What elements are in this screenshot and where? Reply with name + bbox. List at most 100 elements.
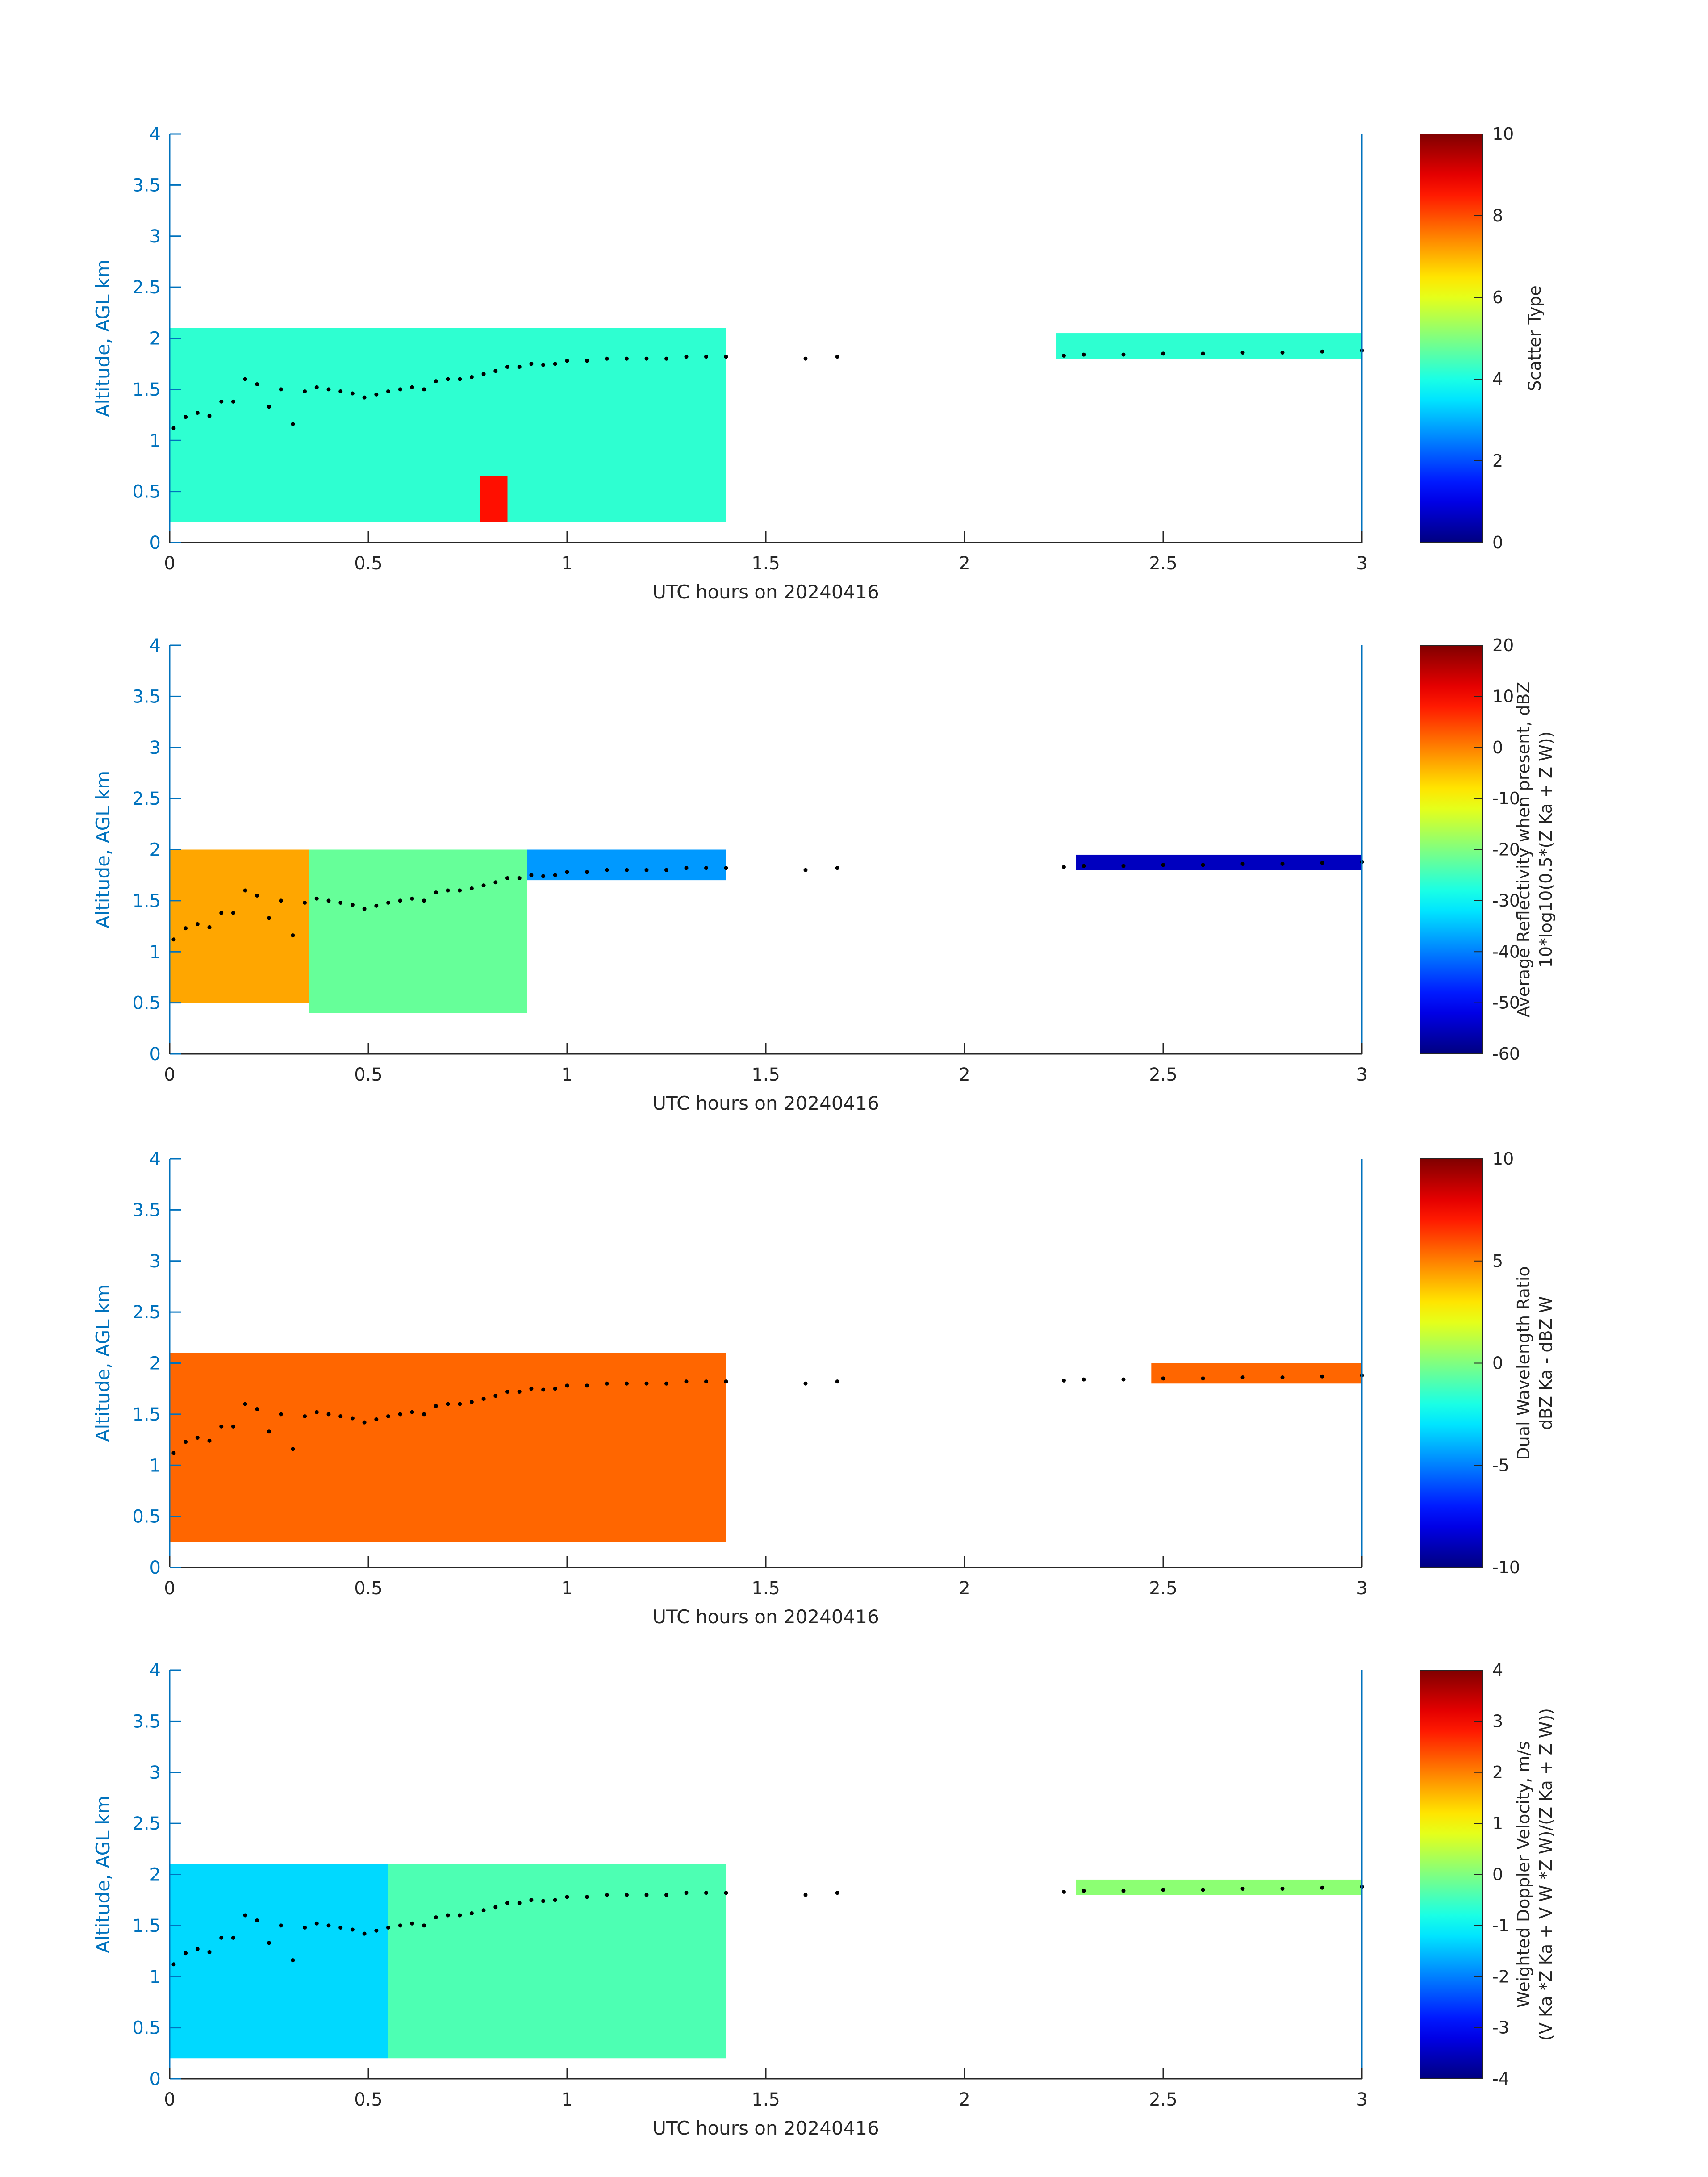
cloud-top-point [458, 1913, 462, 1918]
colorbar-tick-label: 4 [1492, 369, 1503, 389]
cloud-top-point [1121, 1889, 1126, 1893]
panel-4: 0 0.5 1 1.5 2 2.5 3 3.5 4 0 0.5 1 1.5 2 2.5 3 UTC hours … [92, 1660, 1556, 2139]
y-tick-label: 0.5 [132, 993, 161, 1014]
cloud-top-point [684, 866, 689, 870]
cloud-top-point [291, 422, 295, 426]
x-tick-label: 3 [1356, 1578, 1367, 1599]
colorbar-tick-label: 3 [1492, 1711, 1503, 1731]
cloud-top-point [803, 356, 808, 361]
panel-3: 0 0.5 1 1.5 2 2.5 3 3.5 4 0 0.5 1 1.5 2 2.5 3 UTC hours … [92, 1149, 1556, 1628]
colorbar-tick-label: 4 [1492, 1660, 1503, 1680]
data-region [170, 1864, 388, 2059]
y-tick-label: 1 [150, 942, 161, 962]
cloud-top-point [326, 387, 331, 392]
cloud-top-point [446, 377, 450, 381]
cloud-top-point [362, 907, 367, 911]
colorbar [1420, 1670, 1483, 2079]
cloud-top-point [529, 873, 534, 877]
cloud-top-point [410, 1410, 414, 1414]
cloud-top-point [386, 1414, 390, 1418]
cloud-top-point [219, 911, 224, 915]
cloud-top-point [625, 356, 629, 361]
cloud-top-point [585, 359, 589, 363]
cloud-top-point [326, 1923, 331, 1928]
cloud-top-point [255, 893, 259, 898]
y-tick-label: 3 [150, 1251, 161, 1272]
cloud-top-point [291, 1958, 295, 1963]
cloud-top-point [664, 1893, 668, 1897]
y-axis-label: Altitude, AGL km [92, 259, 114, 417]
y-tick-label: 1 [150, 430, 161, 451]
cloud-top-point [398, 387, 402, 392]
y-tick-label: 1.5 [132, 1916, 161, 1936]
data-region [1076, 1879, 1362, 1895]
cloud-top-point [1082, 1889, 1086, 1893]
cloud-top-point [1062, 1889, 1066, 1894]
colorbar-tick-label: 10 [1492, 1149, 1514, 1169]
x-tick-label: 2.5 [1149, 2089, 1178, 2110]
cloud-top-point [505, 1901, 509, 1905]
data-region [480, 476, 508, 522]
cloud-top-point [541, 1387, 546, 1392]
cloud-top-point [529, 1898, 534, 1902]
cloud-top-point [481, 883, 486, 888]
colorbar-tick-label: -10 [1492, 1558, 1520, 1577]
cloud-top-point [585, 870, 589, 874]
cloud-top-point [585, 1383, 589, 1388]
cloud-top-point [410, 896, 414, 901]
cloud-top-point [553, 1898, 557, 1902]
cloud-top-point [1240, 351, 1245, 355]
x-tick-label: 2 [959, 553, 970, 574]
cloud-top-point [350, 391, 355, 396]
cloud-top-point [1320, 1885, 1324, 1890]
cloud-top-point [184, 926, 188, 931]
y-tick-label: 3 [150, 1763, 161, 1783]
x-tick-label: 0 [164, 1578, 175, 1599]
colorbar-label: Weighted Doppler Velocity, m/s [1514, 1741, 1533, 2008]
cloud-top-point [279, 1923, 283, 1928]
cloud-top-point [303, 900, 307, 905]
cloud-top-point [803, 1381, 808, 1386]
colorbar-tick-label: 20 [1492, 635, 1514, 655]
cloud-top-point [386, 900, 390, 905]
cloud-top-point [664, 1381, 668, 1386]
cloud-top-point [219, 1424, 224, 1429]
cloud-top-point [171, 1451, 176, 1455]
cloud-top-point [835, 1379, 839, 1384]
x-tick-label: 2.5 [1149, 553, 1178, 574]
y-tick-label: 0 [150, 1044, 161, 1065]
cloud-top-point [398, 1412, 402, 1417]
cloud-top-point [231, 399, 235, 404]
cloud-top-point [243, 377, 247, 381]
y-tick-label: 1 [150, 1967, 161, 1987]
cloud-top-point [195, 1947, 200, 1951]
panel-1: 0 0.5 1 1.5 2 2.5 3 3.5 4 0 0.5 1 1.5 2 2.5 3 UTC hours … [92, 124, 1545, 603]
data-region [388, 1864, 726, 2059]
cloud-top-point [1082, 1377, 1086, 1382]
cloud-top-point [1320, 349, 1324, 354]
cloud-top-point [458, 888, 462, 893]
cloud-top-point [219, 399, 224, 404]
cloud-top-point [291, 1447, 295, 1451]
cloud-top-point [458, 377, 462, 381]
y-tick-label: 1.5 [132, 1404, 161, 1425]
y-tick-label: 0.5 [132, 2018, 161, 2039]
x-tick-label: 0.5 [354, 1065, 383, 1085]
data-region [170, 1353, 726, 1542]
y-tick-label: 2 [150, 1865, 161, 1885]
cloud-top-point [386, 389, 390, 393]
cloud-top-point [255, 1918, 259, 1922]
cloud-top-point [529, 1387, 534, 1391]
cloud-top-point [1062, 865, 1066, 869]
cloud-top-point [1280, 1887, 1285, 1891]
cloud-top-point [314, 1921, 319, 1926]
cloud-top-point [267, 1941, 271, 1945]
cloud-top-point [279, 898, 283, 903]
x-axis-label: UTC hours on 20240416 [652, 1092, 879, 1114]
cloud-top-point [1121, 864, 1126, 868]
cloud-top-point [398, 898, 402, 903]
colorbar-label: dBZ Ka - dBZ W [1536, 1296, 1556, 1430]
y-tick-label: 3.5 [132, 1200, 161, 1220]
cloud-top-point [605, 1893, 609, 1897]
cloud-top-point [314, 385, 319, 389]
